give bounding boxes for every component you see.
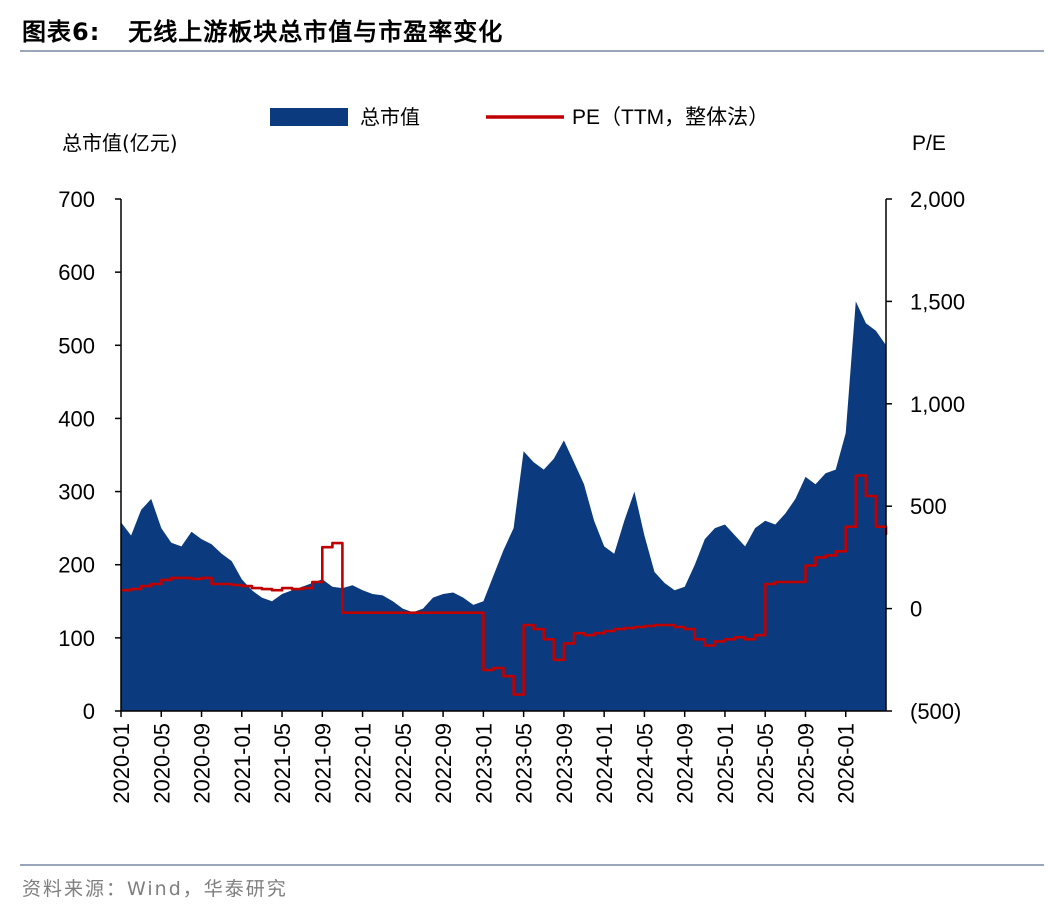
x-tick-label: 2025-09	[793, 723, 818, 804]
x-tick-label: 2023-01	[471, 723, 496, 804]
source-note: 资料来源：Wind，华泰研究	[22, 878, 288, 900]
left-tick-label: 0	[83, 699, 95, 724]
y-axis-right: (500) 0 500 1,000 1,500 2,000	[885, 187, 965, 724]
left-axis-label: 总市值(亿元)	[62, 131, 178, 155]
x-tick-label: 2026-01	[834, 723, 859, 804]
x-tick-label: 2024-01	[592, 723, 617, 804]
header-rule	[20, 50, 1044, 52]
legend-label-pe: PE（TTM，整体法）	[572, 106, 769, 129]
x-axis: 2020-01 2020-05 2020-09 2021-01 2021-05 2021-…	[109, 710, 886, 804]
left-tick-label: 200	[58, 553, 95, 578]
x-tick-label: 2020-05	[149, 723, 174, 804]
right-tick-label: 2,000	[910, 187, 965, 212]
x-tick-label: 2020-01	[109, 723, 134, 804]
x-tick-label: 2024-09	[673, 723, 698, 804]
left-tick-label: 300	[58, 480, 95, 505]
right-axis-label: P/E	[912, 132, 946, 155]
plot-area	[121, 301, 888, 711]
legend: 总市值 PE（TTM，整体法）	[270, 105, 769, 129]
market-cap-area	[121, 301, 886, 711]
right-tick-label: 1,500	[910, 289, 965, 314]
chart: 2020-01 2020-05 2020-09 2021-01 2021-05 2021-…	[58, 105, 965, 804]
x-tick-label: 2022-01	[351, 723, 376, 804]
legend-label-market-cap: 总市值	[360, 105, 420, 129]
figure-title: 图表6: 无线上游板块总市值与市盈率变化	[22, 12, 503, 47]
y-axis-left: 0 100 200 300 400 500 600 700	[58, 187, 122, 724]
pe-line	[121, 474, 888, 696]
left-tick-label: 400	[58, 406, 95, 431]
left-tick-label: 500	[58, 333, 95, 358]
legend-swatch-market-cap	[270, 108, 348, 126]
left-tick-label: 100	[58, 626, 95, 651]
right-tick-label: 500	[910, 494, 947, 519]
x-tick-label: 2023-05	[512, 723, 537, 804]
figure-label: 图表6:	[22, 18, 101, 46]
x-tick-label: 2025-05	[753, 723, 778, 804]
x-tick-label: 2021-05	[270, 723, 295, 804]
left-tick-label: 600	[58, 260, 95, 285]
x-tick-label: 2022-09	[431, 723, 456, 804]
x-tick-label: 2021-01	[230, 723, 255, 804]
x-tick-label: 2023-09	[552, 723, 577, 804]
x-tick-label: 2025-01	[713, 723, 738, 804]
x-tick-label: 2024-05	[632, 723, 657, 804]
x-tick-label: 2021-09	[310, 723, 335, 804]
x-tick-label: 2020-09	[190, 723, 215, 804]
left-tick-label: 700	[58, 187, 95, 212]
footer-rule	[20, 864, 1044, 866]
x-tick-label: 2022-05	[391, 723, 416, 804]
right-tick-label: 0	[910, 597, 922, 622]
chart-title: 无线上游板块总市值与市盈率变化	[128, 18, 504, 46]
right-tick-label: (500)	[910, 699, 961, 724]
right-tick-label: 1,000	[910, 392, 965, 417]
